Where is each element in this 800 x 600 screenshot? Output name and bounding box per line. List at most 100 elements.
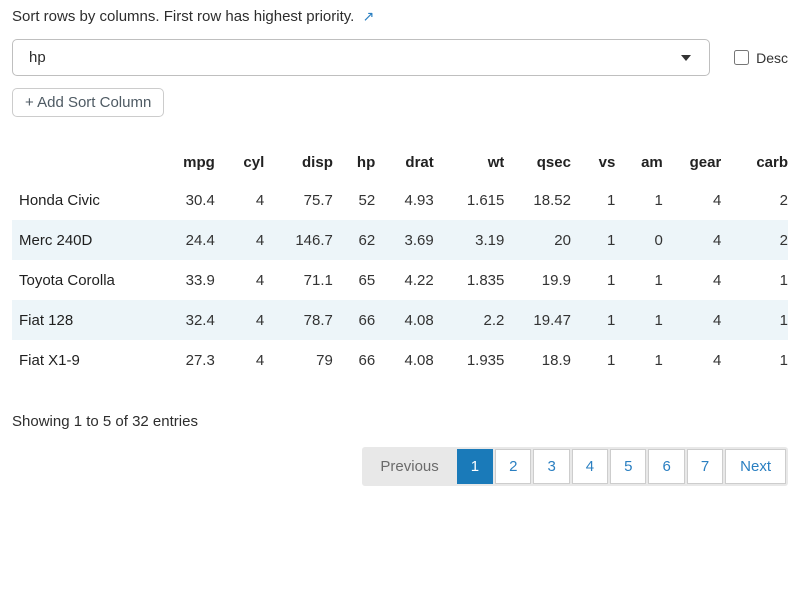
data-cell: 75.7 bbox=[303, 191, 333, 209]
data-cell: 1 bbox=[607, 271, 616, 289]
row-name-cell: Merc 240D bbox=[19, 231, 93, 249]
data-cell: 65 bbox=[358, 271, 376, 289]
column-header-am: am bbox=[641, 153, 663, 171]
column-header-qsec: qsec bbox=[536, 153, 571, 171]
data-cell: 2 bbox=[779, 191, 788, 209]
data-cell: 1 bbox=[779, 351, 788, 369]
column-header-gear: gear bbox=[689, 153, 722, 171]
column-header-rowname bbox=[12, 144, 166, 180]
data-cell: 3.69 bbox=[404, 231, 434, 249]
data-cell: 18.9 bbox=[541, 351, 571, 369]
page: Sort rows by columns. First row has high… bbox=[12, 8, 788, 487]
data-cell: 1 bbox=[607, 351, 616, 369]
data-cell: 2.2 bbox=[483, 311, 505, 329]
data-cell: 2 bbox=[779, 231, 788, 249]
table-row: Fiat X1-9 27.3 4 79 66 4.08 1.935 18.9 1 1 4 1 bbox=[12, 340, 788, 380]
data-cell: 19.9 bbox=[541, 271, 571, 289]
data-cell: 1.935 bbox=[466, 351, 505, 369]
row-name-cell: Fiat X1-9 bbox=[19, 351, 80, 369]
data-cell: 4 bbox=[255, 351, 265, 369]
column-header-hp: hp bbox=[356, 153, 376, 171]
data-cell: 4 bbox=[712, 351, 722, 369]
page-button-6[interactable]: 6 bbox=[648, 449, 685, 485]
data-cell: 78.7 bbox=[303, 311, 333, 329]
row-name-cell: Fiat 128 bbox=[19, 311, 74, 329]
data-cell: 4 bbox=[255, 311, 265, 329]
desc-checkbox-group[interactable]: Desc bbox=[734, 50, 788, 66]
data-cell: 4 bbox=[712, 271, 722, 289]
row-name-cell: Honda Civic bbox=[19, 191, 100, 209]
data-cell: 4 bbox=[712, 311, 722, 329]
page-button-5[interactable]: 5 bbox=[610, 449, 647, 485]
column-header-wt: wt bbox=[487, 153, 505, 171]
external-link-icon[interactable]: ↗ bbox=[362, 8, 375, 24]
data-cell: 1 bbox=[654, 351, 663, 369]
chevron-down-icon bbox=[681, 54, 692, 61]
add-sort-column-button[interactable]: + Add Sort Column bbox=[12, 88, 165, 117]
data-cell: 4 bbox=[712, 231, 722, 249]
data-cell: 0 bbox=[654, 231, 663, 249]
table-header-row: mpg cyl disp hp drat wt qsec vs am gear … bbox=[12, 144, 788, 180]
data-cell: 33.9 bbox=[185, 271, 215, 289]
previous-page-button[interactable]: Previous bbox=[364, 449, 454, 484]
data-cell: 146.7 bbox=[295, 231, 333, 249]
data-cell: 27.3 bbox=[185, 351, 215, 369]
data-cell: 4 bbox=[712, 191, 722, 209]
data-cell: 1 bbox=[654, 271, 663, 289]
data-cell: 20 bbox=[554, 231, 571, 249]
data-cell: 66 bbox=[358, 311, 376, 329]
column-header-vs: vs bbox=[598, 153, 616, 171]
instruction-label: Sort rows by columns. First row has high… bbox=[12, 8, 355, 25]
column-header-disp: disp bbox=[302, 153, 333, 171]
page-button-7[interactable]: 7 bbox=[686, 449, 724, 485]
showing-entries-text: Showing 1 to 5 of 32 entries bbox=[12, 413, 198, 430]
sort-controls-row: hp Desc bbox=[12, 39, 788, 76]
data-cell: 4.08 bbox=[404, 311, 434, 329]
data-cell: 1 bbox=[779, 311, 788, 329]
table-header: mpg cyl disp hp drat wt qsec vs am gear … bbox=[12, 144, 788, 180]
column-header-carb: carb bbox=[756, 153, 788, 171]
data-cell: 79 bbox=[316, 351, 333, 369]
data-cell: 1 bbox=[607, 191, 616, 209]
data-cell: 18.52 bbox=[533, 191, 571, 209]
desc-label: Desc bbox=[756, 49, 788, 66]
data-cell: 1.615 bbox=[466, 191, 505, 209]
table-row: Honda Civic 30.4 4 75.7 52 4.93 1.615 18.52 1 1 4 2 bbox=[12, 180, 788, 220]
data-cell: 4 bbox=[255, 271, 265, 289]
table-row: Merc 240D 24.4 4 146.7 62 3.69 3.19 20 1 0 4 2 bbox=[12, 220, 788, 260]
data-cell: 4.93 bbox=[404, 191, 434, 209]
desc-checkbox[interactable] bbox=[734, 50, 750, 65]
data-cell: 1 bbox=[607, 231, 616, 249]
data-cell: 62 bbox=[358, 231, 376, 249]
dropdown-selected-value: hp bbox=[29, 49, 46, 66]
row-name-cell: Toyota Corolla bbox=[19, 271, 115, 289]
column-header-cyl: cyl bbox=[243, 153, 265, 171]
table-body: Honda Civic 30.4 4 75.7 52 4.93 1.615 18.52 1 1 4 2… bbox=[12, 180, 788, 380]
data-cell: 3.19 bbox=[475, 231, 505, 249]
sort-column-dropdown[interactable]: hp bbox=[12, 39, 711, 76]
data-cell: 1.835 bbox=[466, 271, 505, 289]
pagination: Previous 1 2 3 4 5 6 7 Next bbox=[362, 447, 788, 487]
page-button-4[interactable]: 4 bbox=[571, 449, 609, 485]
column-header-drat: drat bbox=[405, 153, 434, 171]
page-button-3[interactable]: 3 bbox=[533, 449, 570, 485]
page-button-1[interactable]: 1 bbox=[456, 449, 494, 485]
table-row: Fiat 128 32.4 4 78.7 66 4.08 2.2 19.47 1 1 4 1 bbox=[12, 300, 788, 340]
page-button-2[interactable]: 2 bbox=[495, 449, 532, 485]
data-cell: 52 bbox=[358, 191, 376, 209]
data-cell: 32.4 bbox=[185, 311, 215, 329]
data-cell: 1 bbox=[654, 311, 663, 329]
pagination-wrap: Previous 1 2 3 4 5 6 7 Next bbox=[12, 447, 788, 487]
data-cell: 4 bbox=[255, 191, 265, 209]
table-row: Toyota Corolla 33.9 4 71.1 65 4.22 1.835 19.9 1 1… bbox=[12, 260, 788, 300]
data-cell: 71.1 bbox=[303, 271, 333, 289]
data-cell: 1 bbox=[779, 271, 788, 289]
next-page-button[interactable]: Next bbox=[725, 449, 786, 485]
data-cell: 19.47 bbox=[533, 311, 571, 329]
data-cell: 66 bbox=[358, 351, 376, 369]
data-cell: 4 bbox=[255, 231, 265, 249]
column-header-mpg: mpg bbox=[183, 153, 215, 171]
data-table: mpg cyl disp hp drat wt qsec vs am gear … bbox=[12, 144, 788, 380]
data-cell: 30.4 bbox=[185, 191, 215, 209]
data-cell: 24.4 bbox=[185, 231, 215, 249]
